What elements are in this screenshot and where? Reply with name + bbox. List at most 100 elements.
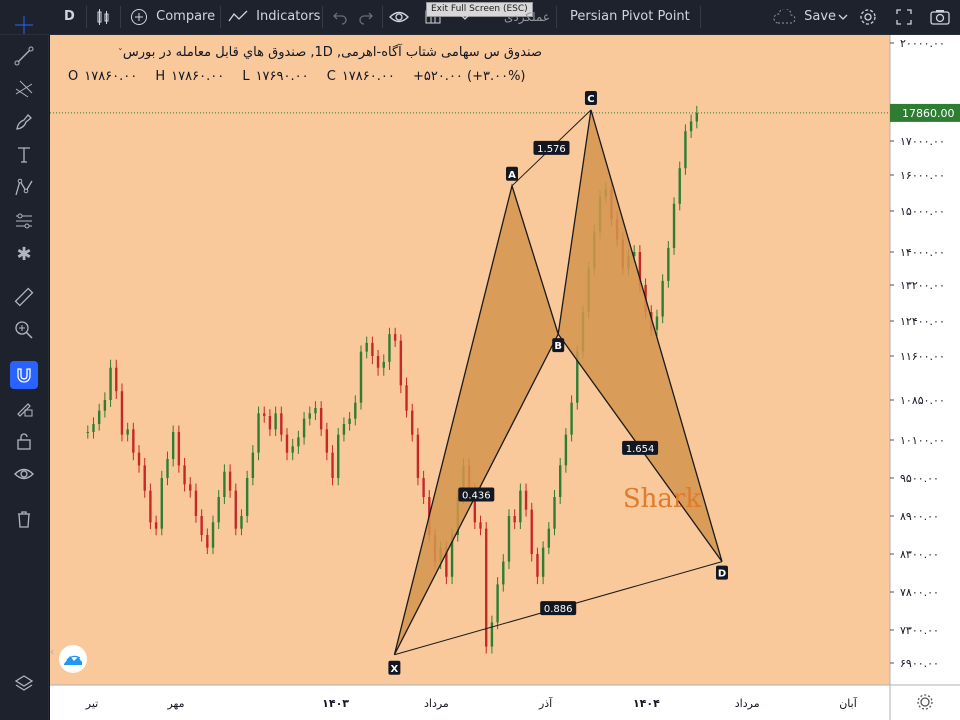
redo-icon[interactable] <box>358 0 374 34</box>
candle-body <box>206 535 209 548</box>
eye-icon[interactable] <box>389 0 409 34</box>
axis-settings-icon[interactable] <box>917 694 933 710</box>
candle-body <box>211 522 215 548</box>
time-axis-background <box>50 685 890 720</box>
low-value: ۱۷۶۹۰.۰۰ <box>255 69 309 84</box>
candle-body <box>337 434 340 478</box>
price-tick-label: ۱۵۰۰۰.۰۰ <box>900 205 945 218</box>
pattern-ratio-badge <box>622 440 659 455</box>
fullscreen-tooltip: Exit Full Screen (ESC) <box>426 2 533 17</box>
candle-body <box>160 478 163 529</box>
candle-body <box>422 478 425 497</box>
gear-icon-teeth <box>917 694 933 710</box>
candle-body <box>576 351 579 403</box>
eye-icon[interactable] <box>10 460 38 488</box>
price-tick-label: ۶۹۰۰.۰۰ <box>900 657 939 670</box>
prediction-tool-icon[interactable] <box>10 207 38 235</box>
candle-body <box>632 252 636 257</box>
price-tick-label: ۱۲۴۰۰.۰۰ <box>900 315 945 328</box>
text-tool-icon[interactable] <box>10 141 38 169</box>
pattern-ratio-label: 0.886 <box>544 604 573 615</box>
crosshair-icon[interactable] <box>10 11 38 39</box>
price-tick-label: ۷۳۰۰.۰۰ <box>900 624 939 637</box>
candle-body <box>536 554 539 577</box>
candle-body <box>228 471 232 491</box>
left-drawing-toolbar: ✱ <box>0 16 49 720</box>
candle-body <box>359 351 363 403</box>
interval-button[interactable]: D <box>64 9 75 24</box>
chart-area[interactable]: ۲۰۰۰۰.۰۰ ۱۷۰۰۰.۰۰ ۱۶۰۰۰.۰۰ ۱۵۰۰۰.۰۰ ۱۴۰۰۰.۰۰… <box>50 35 960 720</box>
lock-icon[interactable] <box>10 427 38 455</box>
candle-body <box>285 434 289 453</box>
open-label: O <box>68 69 79 84</box>
chevron-down-icon[interactable] <box>460 0 470 34</box>
gear-icon[interactable] <box>859 0 877 34</box>
candle-body <box>502 561 505 585</box>
last-price-badge <box>890 103 960 122</box>
layers-icon[interactable] <box>10 669 38 697</box>
candle-body <box>411 410 414 435</box>
price-chart[interactable]: ۲۰۰۰۰.۰۰ ۱۷۰۰۰.۰۰ ۱۶۰۰۰.۰۰ ۱۵۰۰۰.۰۰ ۱۴۰۰۰.۰۰… <box>50 35 960 720</box>
candle-body <box>473 490 477 523</box>
lock-drawing-icon[interactable] <box>10 394 38 422</box>
tradingview-logo[interactable] <box>59 645 87 673</box>
brush-icon[interactable] <box>10 108 38 136</box>
last-price-label: 17860.00 <box>902 107 955 120</box>
candle-body <box>297 437 300 447</box>
camera-icon[interactable] <box>930 0 950 34</box>
candle-body <box>496 584 499 623</box>
indicator-name-button[interactable]: Persian Pivot Point <box>570 9 690 24</box>
candle-body <box>126 429 129 435</box>
candle-body <box>524 490 528 510</box>
candle-body <box>325 429 329 453</box>
chevron-down-icon[interactable] <box>838 0 848 34</box>
chevron-down-icon[interactable]: ˇ <box>117 48 123 59</box>
ruler-icon[interactable] <box>10 283 38 311</box>
zoom-in-icon[interactable] <box>10 316 38 344</box>
symbol-legend[interactable]: صندوق س سهامی شتاب آگاه-اهرمی, 1D, صندوق… <box>62 45 542 60</box>
candle-body <box>183 465 186 485</box>
close-value: ۱۷۸۶۰.۰۰ <box>341 69 395 84</box>
svg-text:✱: ✱ <box>16 244 31 264</box>
candle-body <box>331 452 334 478</box>
indicators-icon <box>228 9 248 24</box>
collapse-handle[interactable]: ‹ <box>50 647 54 658</box>
pattern-ratio-label: 1.654 <box>626 444 655 455</box>
cloud-icon <box>772 7 796 24</box>
candle-type-icon[interactable] <box>95 0 111 34</box>
candle-body <box>507 516 511 562</box>
time-tick-label: تیر <box>85 697 98 710</box>
trend-line-icon[interactable] <box>10 42 38 70</box>
separator <box>556 6 557 28</box>
candle-body <box>251 452 255 478</box>
tab-functional[interactable]: عملکردی <box>504 10 551 24</box>
save-button[interactable]: Save <box>772 0 836 34</box>
indicators-button[interactable]: Indicators <box>228 0 320 34</box>
candle-body <box>115 367 118 392</box>
candle-body <box>257 413 260 453</box>
time-tick-label: مرداد <box>735 697 760 710</box>
pattern-ratio-label: 1.576 <box>537 144 566 155</box>
compare-label: Compare <box>156 9 216 24</box>
magnet-icon[interactable] <box>10 361 38 389</box>
candle-body <box>342 424 346 435</box>
undo-icon[interactable] <box>332 0 348 34</box>
candle-body <box>388 334 391 362</box>
save-label: Save <box>804 9 837 24</box>
trash-icon[interactable] <box>10 505 38 533</box>
candle-body <box>86 432 89 433</box>
candle-body <box>137 452 141 466</box>
candle-body <box>319 408 323 430</box>
candle-body <box>661 280 664 317</box>
icons-tool-icon[interactable]: ✱ <box>10 240 38 268</box>
candle-body <box>120 391 124 435</box>
compare-button[interactable]: Compare <box>130 0 215 34</box>
pattern-tool-icon[interactable] <box>10 174 38 202</box>
price-tick-label: ۱۰۱۰۰.۰۰ <box>900 434 945 447</box>
candle-body <box>695 112 698 122</box>
candle-body <box>314 408 317 414</box>
candle-body <box>479 522 482 529</box>
fib-retracement-icon[interactable] <box>10 75 38 103</box>
fullscreen-icon[interactable] <box>896 0 912 34</box>
price-tick-label: ۸۳۰۰.۰۰ <box>900 548 939 561</box>
